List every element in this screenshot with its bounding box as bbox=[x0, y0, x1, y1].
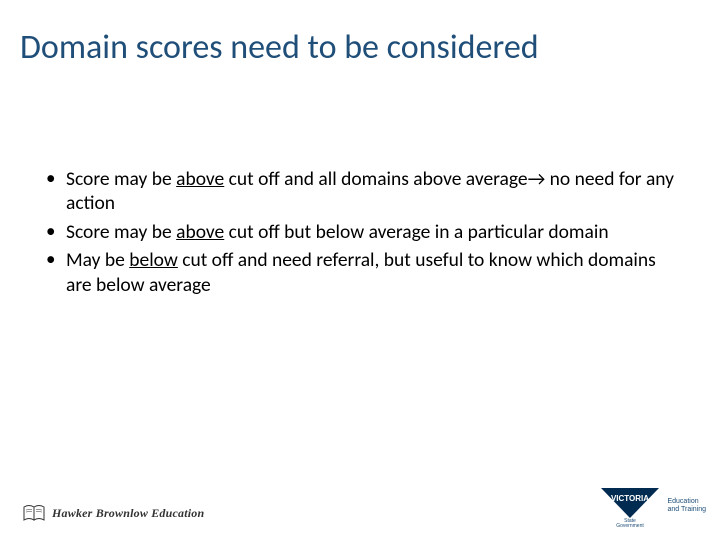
list-item: May be below cut off and need referral, … bbox=[44, 248, 676, 297]
government-text: Government bbox=[617, 523, 645, 528]
victoria-gov-logo: VICTORIA State Government Education and … bbox=[601, 488, 706, 524]
victoria-text: VICTORIA bbox=[611, 494, 649, 503]
hawker-brownlow-text: Hawker Brownlow Education bbox=[52, 506, 204, 521]
caption-line-1: Education bbox=[667, 498, 706, 506]
bullet-text-pre: Score may be bbox=[66, 220, 176, 244]
list-item: Score may be above cut off but below ave… bbox=[44, 220, 676, 244]
slide-footer: Hawker Brownlow Education VICTORIA State… bbox=[0, 484, 720, 528]
bullet-text-underlined: above bbox=[176, 220, 224, 244]
slide-title: Domain scores need to be considered bbox=[0, 0, 720, 67]
victoria-triangle-icon: VICTORIA State Government bbox=[601, 488, 659, 524]
hawker-brownlow-logo: Hawker Brownlow Education bbox=[22, 504, 204, 522]
bullet-text-post: cut off but below average in a particula… bbox=[224, 220, 608, 244]
list-item: Score may be above cut off and all domai… bbox=[44, 167, 676, 216]
bullet-text-pre: May be bbox=[66, 248, 129, 272]
bullet-list: Score may be above cut off and all domai… bbox=[44, 167, 676, 297]
slide-body: Score may be above cut off and all domai… bbox=[0, 67, 720, 297]
caption-line-2: and Training bbox=[667, 506, 706, 514]
victoria-caption: Education and Training bbox=[667, 498, 706, 513]
bullet-text-underlined: below bbox=[129, 248, 178, 272]
bullet-text-pre: Score may be bbox=[66, 167, 176, 191]
bullet-text-underlined: above bbox=[176, 167, 224, 191]
book-icon bbox=[22, 504, 46, 522]
